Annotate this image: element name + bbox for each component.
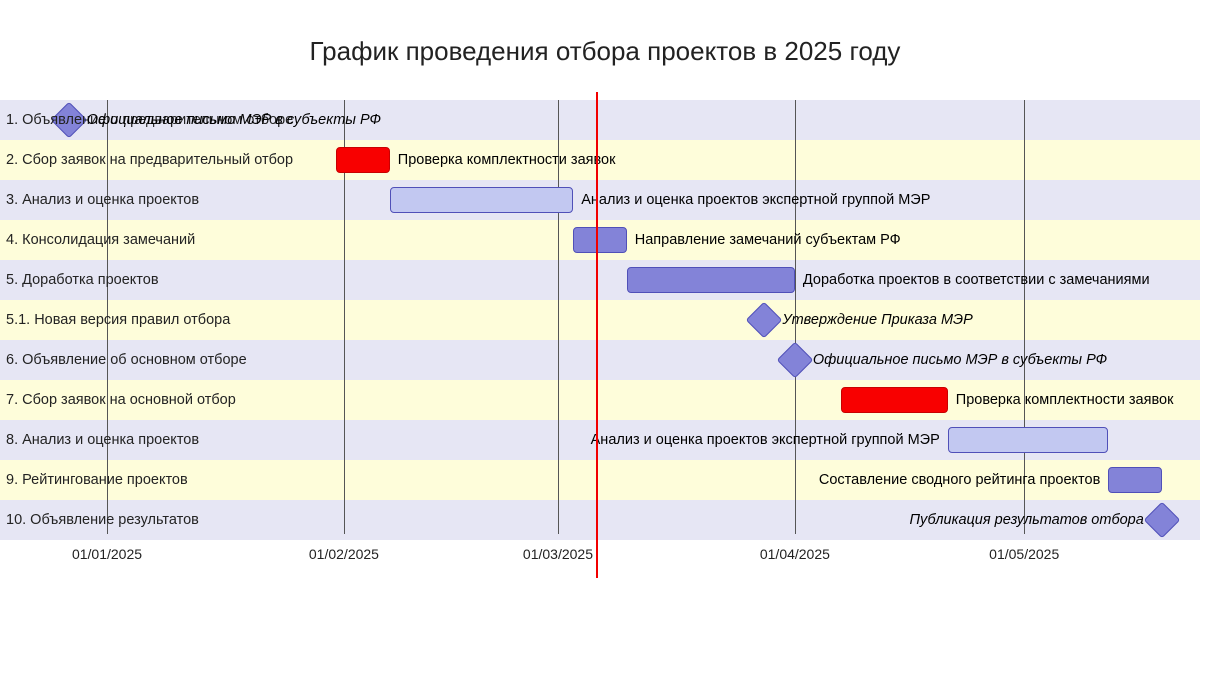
gantt-row: 5. Доработка проектов Доработка проектов … (0, 260, 1200, 300)
milestone-diamond (777, 342, 814, 379)
row-label: 9. Рейтингование проектов (6, 460, 188, 500)
row-label: 10. Объявление результатов (6, 500, 199, 540)
task-label: Анализ и оценка проектов экспертной груп… (581, 180, 930, 220)
task-label: Официальное письмо МЭР в субъекты РФ (87, 100, 381, 140)
task-bar (841, 387, 948, 413)
row-label: 4. Консолидация замечаний (6, 220, 195, 260)
gantt-row: 10. Объявление результатов Публикация рез… (0, 500, 1200, 540)
task-label: Утверждение Приказа МЭР (782, 300, 972, 340)
row-label: 5.1. Новая версия правил отбора (6, 300, 230, 340)
gantt-row: 7. Сбор заявок на основной отбор Проверка… (0, 380, 1200, 420)
gantt-row: 8. Анализ и оценка проектов Анализ и оцен… (0, 420, 1200, 460)
axis-tick-label: 01/03/2025 (523, 546, 593, 562)
task-label: Проверка комплектности заявок (956, 380, 1174, 420)
row-label: 5. Доработка проектов (6, 260, 159, 300)
gantt-row: 6. Объявление об основном отборе Официаль… (0, 340, 1200, 380)
row-label: 7. Сбор заявок на основной отбор (6, 380, 236, 420)
gantt-row: 1. Объявление о предварительном отбореОф… (0, 100, 1200, 140)
row-label: 3. Анализ и оценка проектов (6, 180, 199, 220)
task-bar (1108, 467, 1162, 493)
task-bar (948, 427, 1109, 453)
chart-title: График проведения отбора проектов в 2025… (0, 36, 1210, 67)
task-label: Проверка комплектности заявок (398, 140, 616, 180)
task-bar (336, 147, 390, 173)
task-bar (573, 227, 627, 253)
row-label: 8. Анализ и оценка проектов (6, 420, 199, 460)
task-label: Анализ и оценка проектов экспертной груп… (591, 420, 940, 460)
task-bar (390, 187, 573, 213)
task-label: Публикация результатов отбора (909, 500, 1143, 540)
gantt-row: 2. Сбор заявок на предварительный отбор П… (0, 140, 1200, 180)
today-marker-line (596, 92, 598, 578)
task-bar (627, 267, 795, 293)
milestone-diamond (1143, 502, 1180, 539)
gantt-chart: График проведения отбора проектов в 2025… (0, 0, 1210, 680)
task-label: Составление сводного рейтинга проектов (819, 460, 1100, 500)
row-label: 6. Объявление об основном отборе (6, 340, 247, 380)
task-label: Доработка проектов в соответствии с заме… (803, 260, 1150, 300)
axis-tick-label: 01/05/2025 (989, 546, 1059, 562)
chart-plot-area: 1. Объявление о предварительном отбореОф… (0, 100, 1200, 540)
gantt-row: 3. Анализ и оценка проектов Анализ и оцен… (0, 180, 1200, 220)
axis-tick-label: 01/01/2025 (72, 546, 142, 562)
row-label: 2. Сбор заявок на предварительный отбор (6, 140, 293, 180)
task-label: Официальное письмо МЭР в субъекты РФ (813, 340, 1107, 380)
gantt-row: 4. Консолидация замечаний Направление зам… (0, 220, 1200, 260)
gantt-row: 9. Рейтингование проектов Составление сво… (0, 460, 1200, 500)
axis-tick-label: 01/02/2025 (309, 546, 379, 562)
gantt-row: 5.1. Новая версия правил отбора Утвержден… (0, 300, 1200, 340)
milestone-diamond (746, 302, 783, 339)
axis-tick-label: 01/04/2025 (760, 546, 830, 562)
task-label: Направление замечаний субъектам РФ (635, 220, 901, 260)
